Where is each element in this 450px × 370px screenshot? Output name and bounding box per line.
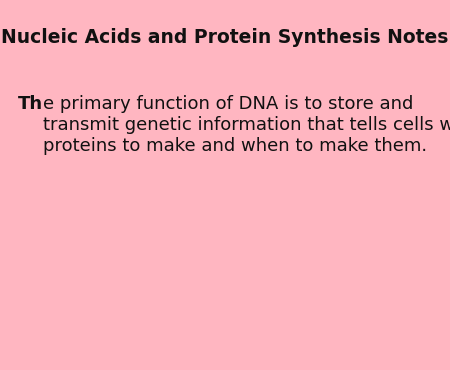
Text: e primary function of DNA is to store and
transmit genetic information that tell: e primary function of DNA is to store an… <box>43 95 450 155</box>
Text: Nucleic Acids and Protein Synthesis Notes: Nucleic Acids and Protein Synthesis Note… <box>1 28 449 47</box>
Text: Th: Th <box>18 95 43 113</box>
